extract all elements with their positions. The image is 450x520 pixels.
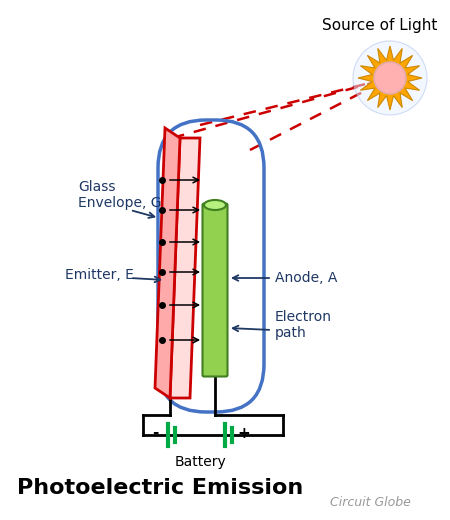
Text: Anode, A: Anode, A — [275, 271, 338, 285]
Text: +: + — [238, 425, 250, 440]
Circle shape — [374, 62, 406, 94]
Text: Battery: Battery — [174, 455, 226, 469]
FancyBboxPatch shape — [202, 203, 228, 376]
Ellipse shape — [204, 200, 226, 210]
Text: Glass
Envelope, G: Glass Envelope, G — [78, 180, 162, 210]
Circle shape — [353, 41, 427, 115]
Text: Source of Light: Source of Light — [322, 18, 438, 33]
Text: Emitter, E: Emitter, E — [65, 268, 134, 282]
Polygon shape — [155, 128, 180, 398]
Polygon shape — [170, 138, 200, 398]
Text: Photoelectric Emission: Photoelectric Emission — [17, 478, 303, 498]
Text: Electron
path: Electron path — [275, 310, 332, 340]
Text: -: - — [152, 425, 158, 440]
Text: Circuit Globe: Circuit Globe — [329, 496, 410, 509]
Polygon shape — [358, 46, 422, 110]
